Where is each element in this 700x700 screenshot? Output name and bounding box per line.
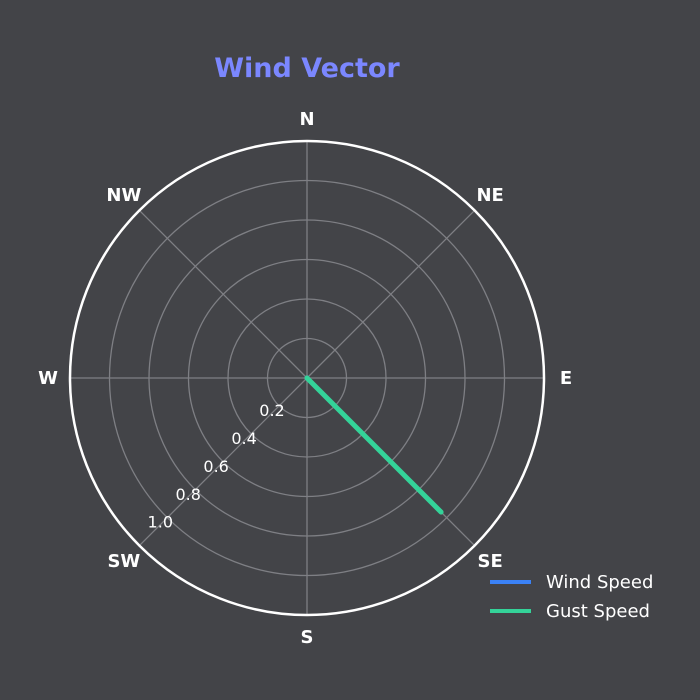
legend-item-gust-speed: Gust Speed — [490, 601, 650, 622]
legend-label-wind-speed: Wind Speed — [546, 572, 653, 593]
polar-frame — [68, 139, 546, 617]
legend-item-wind-speed: Wind Speed — [490, 572, 653, 593]
grid-spoke-ne — [306, 209, 476, 379]
legend: Wind Speed Gust Speed — [490, 572, 653, 622]
direction-label-s: S — [301, 627, 314, 648]
radial-tick-label: 0.2 — [259, 401, 284, 420]
direction-label-ne: NE — [476, 185, 503, 206]
direction-label-n: N — [299, 109, 314, 130]
direction-label-sw: SW — [107, 551, 140, 572]
radial-tick-label: 0.8 — [175, 485, 200, 504]
grid-spoke-sw — [138, 377, 308, 547]
radial-tick-label: 0.6 — [203, 457, 228, 476]
direction-label-w: W — [38, 368, 58, 389]
radial-tick-label: 0.4 — [231, 429, 256, 448]
legend-label-gust-speed: Gust Speed — [546, 601, 650, 622]
grid-spoke-nw — [138, 209, 308, 379]
direction-label-e: E — [560, 368, 572, 389]
chart-title: Wind Vector — [214, 53, 400, 84]
radial-tick-label: 1.0 — [148, 513, 173, 532]
direction-label-nw: NW — [106, 185, 141, 206]
series-line-gust-speed — [304, 375, 444, 515]
direction-label-se: SE — [478, 551, 503, 572]
